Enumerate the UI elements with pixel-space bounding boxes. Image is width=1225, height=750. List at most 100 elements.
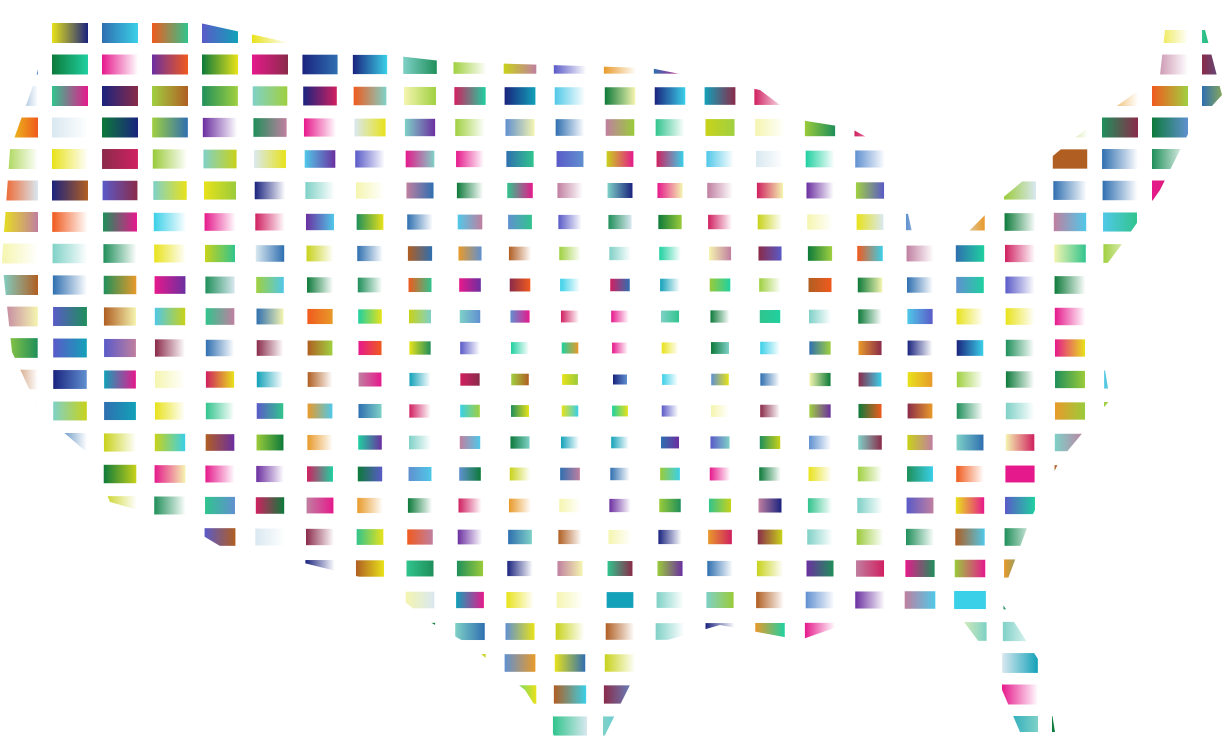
- gradient-tile: [752, 716, 788, 736]
- gradient-tile: [1152, 621, 1188, 642]
- gradient-tile: [2, 86, 38, 106]
- gradient-tile: [756, 182, 784, 199]
- gradient-tile: [153, 527, 187, 547]
- gradient-tile: [858, 340, 882, 356]
- gradient-tile: [459, 278, 481, 292]
- gradient-tile: [759, 278, 781, 292]
- gradient-tile: [152, 684, 188, 705]
- gradient-tile: [204, 181, 236, 200]
- gradient-tile: [252, 86, 288, 106]
- gradient-tile: [902, 716, 938, 736]
- gradient-tile: [409, 309, 431, 324]
- gradient-tile: [952, 716, 988, 736]
- gradient-tile: [603, 685, 637, 704]
- gradient-tile: [455, 118, 485, 137]
- gradient-tile: [610, 278, 630, 292]
- gradient-tile: [1153, 432, 1187, 453]
- gradient-tile: [452, 23, 488, 43]
- gradient-tile: [102, 86, 138, 106]
- gradient-tile: [1152, 23, 1188, 43]
- gradient-tile: [1055, 370, 1085, 389]
- gradient-tile: [1202, 716, 1222, 736]
- gradient-tile: [507, 182, 533, 199]
- gradient-tile: [802, 716, 838, 736]
- gradient-tile: [759, 310, 781, 323]
- gradient-tile: [452, 716, 488, 736]
- gradient-tile: [852, 54, 888, 75]
- gradient-tile: [203, 590, 237, 610]
- gradient-tile: [907, 403, 933, 419]
- gradient-tile: [152, 117, 188, 138]
- gradient-tile: [204, 213, 236, 231]
- gradient-tile: [1202, 86, 1222, 106]
- gradient-tile: [254, 559, 286, 578]
- gradient-tile: [1053, 559, 1087, 578]
- gradient-tile: [404, 622, 436, 641]
- gradient-tile: [52, 86, 88, 106]
- gradient-tile: [154, 465, 186, 483]
- gradient-tile: [709, 467, 731, 481]
- gradient-tile: [953, 622, 987, 641]
- gradient-tile: [652, 716, 688, 736]
- gradient-tile: [955, 213, 985, 231]
- gradient-tile: [1153, 370, 1187, 389]
- gradient-tile: [52, 212, 88, 232]
- gradient-tile: [202, 653, 238, 673]
- gradient-tile: [956, 403, 984, 419]
- gradient-tile: [558, 529, 582, 545]
- gradient-tile: [952, 653, 988, 673]
- gradient-tile: [809, 435, 831, 450]
- gradient-tile: [152, 653, 188, 673]
- gradient-tile: [858, 403, 882, 419]
- gradient-tile: [357, 466, 383, 482]
- gradient-tile: [409, 341, 431, 355]
- gradient-tile: [907, 277, 933, 293]
- gradient-tile: [2, 243, 38, 264]
- gradient-tile: [553, 55, 587, 74]
- gradient-tile: [1053, 181, 1087, 200]
- gradient-tile: [454, 87, 486, 105]
- gradient-tile: [256, 308, 284, 325]
- gradient-tile: [2, 621, 38, 642]
- gradient-tile: [358, 309, 382, 324]
- gradient-tile: [404, 653, 436, 673]
- gradient-tile: [352, 54, 388, 75]
- gradient-tile: [1103, 464, 1137, 484]
- gradient-tile: [453, 685, 487, 704]
- gradient-tile: [459, 467, 481, 481]
- gradient-tile: [1202, 54, 1222, 75]
- gradient-tile: [358, 372, 382, 387]
- gradient-tile: [555, 119, 585, 136]
- gradient-tile: [907, 434, 933, 451]
- gradient-tile: [560, 467, 580, 481]
- gradient-tile: [509, 278, 531, 292]
- gradient-tile: [1152, 527, 1188, 547]
- gradient-tile: [1202, 495, 1222, 516]
- gradient-tile: [954, 590, 986, 610]
- gradient-tile: [2, 306, 38, 327]
- gradient-tile: [1054, 307, 1086, 326]
- gradient-tile: [1202, 401, 1222, 421]
- gradient-tile: [856, 529, 884, 545]
- gradient-tile: [659, 246, 681, 261]
- gradient-tile: [704, 87, 736, 105]
- gradient-tile: [852, 716, 888, 736]
- gradient-tile: [154, 496, 186, 515]
- gradient-tile: [307, 277, 333, 293]
- gradient-tile: [602, 716, 638, 736]
- gradient-tile: [256, 403, 284, 419]
- gradient-tile: [456, 591, 484, 609]
- gradient-tile: [905, 560, 935, 577]
- gradient-tile: [102, 180, 138, 201]
- gradient-tile: [254, 181, 286, 200]
- gradient-tile: [1005, 244, 1035, 263]
- gradient-tile: [612, 342, 628, 354]
- gradient-tile: [603, 55, 637, 74]
- gradient-tile: [404, 86, 436, 106]
- gradient-tile: [1102, 86, 1138, 106]
- gradient-tile: [1152, 495, 1188, 516]
- gradient-tile: [52, 149, 88, 169]
- gradient-tile: [1152, 243, 1188, 264]
- gradient-tile: [154, 276, 186, 294]
- gradient-tile: [304, 150, 336, 168]
